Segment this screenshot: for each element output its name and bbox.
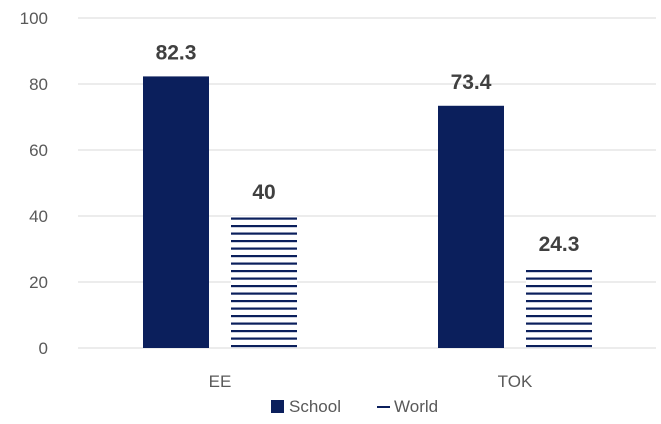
y-tick-label: 20 — [29, 273, 48, 292]
y-tick-label: 100 — [20, 9, 48, 28]
category-label-ee: EE — [209, 372, 232, 391]
legend: School World — [271, 397, 438, 416]
legend-swatch-school — [271, 400, 284, 413]
data-label-school-ee: 82.3 — [156, 41, 197, 64]
y-tick-label: 60 — [29, 141, 48, 160]
y-tick-label: 0 — [39, 339, 48, 358]
y-tick-label: 40 — [29, 207, 48, 226]
x-axis-category-labels: EE TOK — [209, 372, 533, 391]
data-labels: 82.3 73.4 40 24.3 — [156, 41, 580, 255]
bar-school-tok — [438, 105, 504, 348]
bar-world-ee — [231, 216, 297, 348]
bar-school-ee — [143, 76, 209, 348]
legend-label-school: School — [289, 397, 341, 416]
data-label-world-ee: 40 — [252, 181, 275, 204]
data-label-school-tok: 73.4 — [451, 71, 492, 94]
y-tick-label: 80 — [29, 75, 48, 94]
bars — [143, 76, 592, 348]
category-label-tok: TOK — [498, 372, 533, 391]
data-label-world-tok: 24.3 — [539, 233, 580, 256]
bar-world-tok — [526, 267, 592, 348]
legend-label-world: World — [394, 397, 438, 416]
y-axis-tick-labels: 0 20 40 60 80 100 — [20, 9, 48, 358]
